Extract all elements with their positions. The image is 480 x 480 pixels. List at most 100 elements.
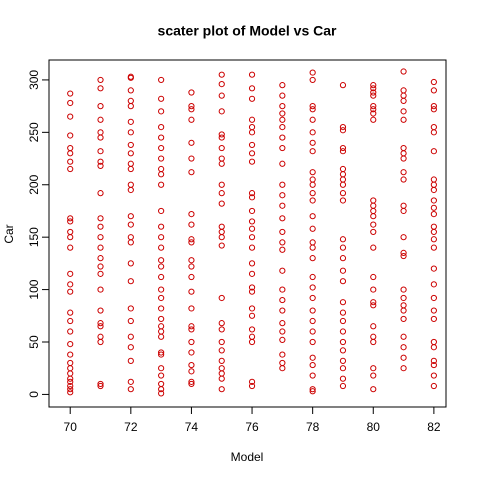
- point: [370, 302, 377, 309]
- point: [127, 103, 134, 110]
- point: [339, 328, 347, 335]
- point: [188, 338, 195, 346]
- point: [248, 326, 256, 333]
- point: [430, 129, 437, 136]
- point: [400, 365, 407, 372]
- point: [127, 165, 134, 173]
- point: [279, 110, 286, 117]
- point: [370, 228, 377, 236]
- point: [218, 134, 225, 141]
- point: [97, 134, 104, 141]
- point: [97, 263, 104, 270]
- point: [248, 382, 256, 390]
- point: [309, 225, 316, 232]
- point: [430, 382, 437, 390]
- point: [67, 389, 74, 396]
- point: [158, 365, 165, 372]
- point: [339, 267, 347, 274]
- point: [188, 116, 195, 123]
- point: [188, 169, 195, 176]
- point: [370, 386, 377, 393]
- point: [370, 286, 377, 293]
- point: [400, 169, 407, 176]
- point: [279, 202, 286, 209]
- point: [188, 380, 195, 388]
- point: [188, 139, 195, 146]
- point: [127, 305, 134, 312]
- point: [248, 378, 256, 385]
- point: [279, 160, 286, 167]
- point: [67, 328, 74, 335]
- point: [97, 158, 104, 165]
- point: [97, 76, 104, 84]
- point: [309, 372, 316, 379]
- point: [339, 190, 347, 197]
- point: [218, 347, 225, 354]
- point: [430, 372, 437, 379]
- point: [67, 113, 74, 120]
- point: [309, 255, 316, 262]
- point: [188, 288, 195, 295]
- point: [279, 82, 286, 89]
- point: [279, 296, 286, 304]
- point: [97, 234, 104, 241]
- point: [279, 215, 286, 222]
- point: [158, 351, 165, 358]
- y-tick-label: 250: [27, 122, 41, 142]
- point: [127, 260, 134, 267]
- point: [400, 116, 407, 123]
- point: [248, 218, 256, 225]
- point: [370, 273, 377, 281]
- x-tick-label: 74: [185, 420, 199, 434]
- point: [158, 305, 165, 312]
- point: [97, 148, 104, 155]
- point: [339, 309, 347, 316]
- point: [339, 148, 347, 155]
- point: [279, 103, 286, 110]
- point: [127, 141, 134, 149]
- point: [430, 315, 437, 323]
- point: [248, 71, 256, 78]
- point: [158, 349, 165, 356]
- point: [339, 347, 347, 354]
- point: [279, 123, 286, 131]
- point: [279, 116, 286, 123]
- point: [309, 148, 316, 155]
- point: [400, 207, 407, 215]
- point: [430, 281, 437, 288]
- point: [97, 338, 104, 346]
- point: [127, 357, 134, 364]
- point: [279, 307, 286, 314]
- point: [97, 85, 104, 92]
- point: [127, 386, 134, 393]
- point: [370, 85, 377, 92]
- point: [218, 375, 225, 382]
- point: [430, 148, 437, 155]
- point: [188, 349, 195, 356]
- point: [158, 108, 165, 115]
- point: [67, 165, 74, 173]
- point: [279, 134, 286, 141]
- point: [218, 326, 225, 333]
- point: [218, 190, 225, 197]
- point: [67, 270, 74, 277]
- point: [158, 286, 165, 293]
- point: [218, 144, 225, 152]
- point: [430, 103, 437, 110]
- point: [158, 207, 165, 215]
- point: [309, 284, 316, 291]
- point: [309, 328, 316, 335]
- point: [400, 97, 407, 104]
- point: [279, 365, 286, 372]
- point: [309, 103, 316, 110]
- point: [400, 286, 407, 293]
- point: [188, 211, 195, 218]
- point: [158, 181, 165, 188]
- point: [67, 215, 74, 222]
- point: [279, 351, 286, 358]
- point: [67, 218, 74, 225]
- point: [67, 99, 74, 107]
- point: [339, 244, 347, 251]
- point: [279, 246, 286, 253]
- y-tick-label: 0: [27, 391, 41, 398]
